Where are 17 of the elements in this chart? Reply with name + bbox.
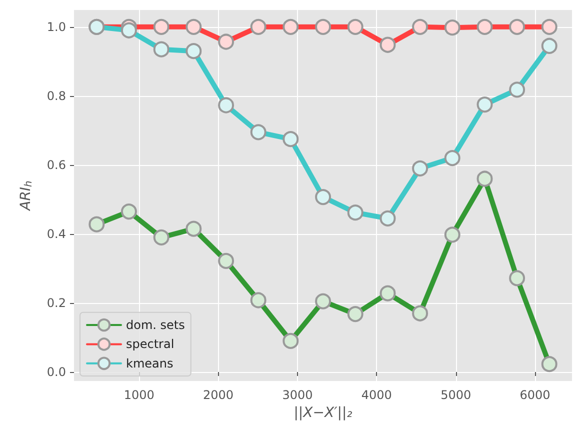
y-tick-label: 0.2 [46,296,66,310]
x-tick-label: 6000 [520,388,550,402]
legend-label: dom. sets [126,318,185,332]
x-tick-label: 5000 [440,388,472,402]
x-tick-label: 3000 [282,388,313,402]
x-tick-label: 2000 [203,388,234,402]
y-tick-label: 1.0 [46,20,66,34]
legend-label: spectral [126,337,174,352]
y-tick-label: 0.6 [46,158,66,172]
x-axis-title: ||X−X′||₂ [294,404,353,421]
x-tick-label: 1000 [124,388,154,402]
legend-label: kmeans [126,356,174,370]
x-tick-label: 4000 [361,388,392,402]
y-tick-label: 0.4 [46,226,66,241]
y-tick-label: 0.0 [46,365,66,380]
y-tick-label: 0.8 [46,88,66,103]
y-axis-title: ARIh [18,180,34,212]
